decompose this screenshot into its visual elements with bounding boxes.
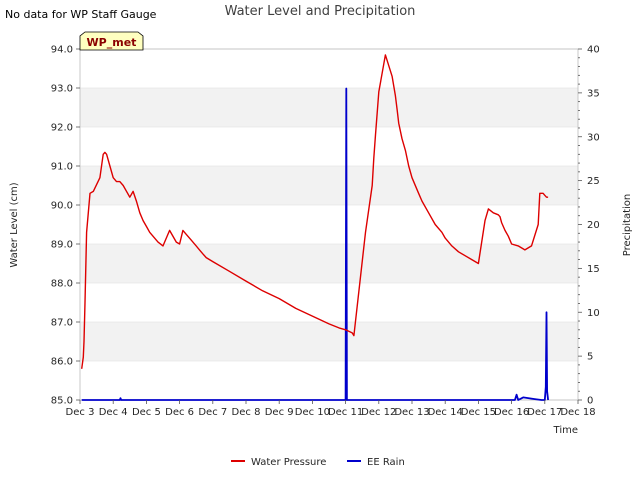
- x-axis-tick-label: Dec 18: [560, 407, 595, 418]
- right-axis-tick-label: 5: [587, 352, 593, 363]
- plot-background-bands: [80, 88, 578, 361]
- x-axis-tick-label: Dec 14: [428, 407, 463, 418]
- left-axis-tick-label: 90.0: [51, 201, 73, 212]
- right-axis-tick-label: 0: [587, 396, 593, 407]
- legend-label-ee-rain: EE Rain: [367, 457, 405, 468]
- x-axis-tick-label: Dec 13: [394, 407, 429, 418]
- plot-band: [80, 88, 578, 127]
- left-axis-tick-label: 88.0: [51, 279, 73, 290]
- x-axis-tick-label: Dec 6: [165, 407, 194, 418]
- x-axis-tick-label: Dec 15: [461, 407, 496, 418]
- x-axis-title: Time: [553, 425, 578, 436]
- water-series-layer: [81, 54, 549, 369]
- x-axis-tick-label: Dec 9: [265, 407, 294, 418]
- x-axis-tick-label: Dec 10: [295, 407, 330, 418]
- x-axis-tick-label: Dec 12: [361, 407, 396, 418]
- x-axis: Dec 3 Dec 4 Dec 5 Dec 6 Dec 7 Dec 8 Dec 9 Dec 1…: [66, 400, 596, 418]
- x-axis-tick-label: Dec 11: [328, 407, 363, 418]
- right-axis-tick-label: 30: [587, 132, 600, 143]
- right-axis-tick-label: 10: [587, 308, 600, 319]
- right-y-axis: 0 5 10 15 20 25 30 35 40: [578, 45, 600, 407]
- left-axis-tick-label: 91.0: [51, 162, 73, 173]
- right-axis-title: Precipitation: [622, 194, 633, 257]
- rain-series-line: [81, 87, 549, 401]
- left-axis-tick-label: 87.0: [51, 318, 73, 329]
- badge-shape: [79, 31, 144, 51]
- x-axis-tick-label: Dec 17: [527, 407, 562, 418]
- right-axis-tick-label: 40: [587, 45, 600, 56]
- right-axis-tick-label: 20: [587, 220, 600, 231]
- legend: Water Pressure EE Rain: [231, 457, 405, 468]
- left-axis-title: Water Level (cm): [9, 182, 20, 267]
- no-data-note: No data for WP Staff Gauge: [5, 8, 157, 21]
- left-y-axis: 85.0 86.0 87.0 88.0 89.0 90.0 91.0 92.0 93.0 94.0: [51, 45, 80, 407]
- plot-band: [80, 244, 578, 283]
- legend-label-water-pressure: Water Pressure: [251, 457, 326, 468]
- right-axis-tick-label: 15: [587, 264, 600, 275]
- site-badge: WP_met: [79, 31, 144, 51]
- left-axis-tick-label: 93.0: [51, 84, 73, 95]
- x-axis-tick-label: Dec 16: [494, 407, 529, 418]
- x-axis-tick-label: Dec 5: [132, 407, 161, 418]
- left-axis-tick-label: 92.0: [51, 123, 73, 134]
- x-axis-tick-label: Dec 7: [198, 407, 227, 418]
- left-axis-tick-label: 86.0: [51, 357, 73, 368]
- water-pressure-series-line: [81, 54, 549, 369]
- right-axis-tick-label: 25: [587, 176, 600, 187]
- chart-title: Water Level and Precipitation: [225, 4, 416, 19]
- left-axis-tick-label: 85.0: [51, 396, 73, 407]
- right-axis-tick-label: 35: [587, 88, 600, 99]
- x-axis-tick-label: Dec 3: [66, 407, 95, 418]
- rain-series-layer: [81, 87, 549, 401]
- badge-label: WP_met: [87, 36, 137, 49]
- left-axis-tick-label: 89.0: [51, 240, 73, 251]
- x-axis-tick-label: Dec 8: [232, 407, 261, 418]
- plot-band: [80, 322, 578, 361]
- x-axis-tick-label: Dec 4: [99, 407, 128, 418]
- left-axis-tick-label: 94.0: [51, 45, 73, 56]
- plot-band: [80, 166, 578, 205]
